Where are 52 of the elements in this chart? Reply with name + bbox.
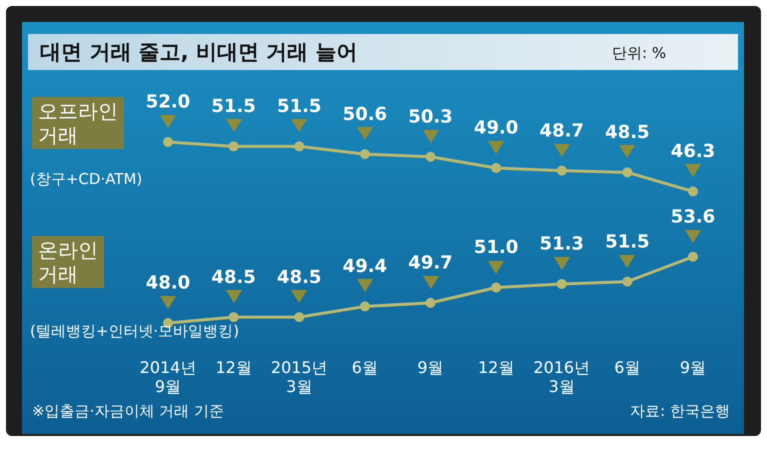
text: 자료: 한국은행 — [630, 402, 730, 421]
data-label: 51.0 — [474, 237, 518, 258]
x-tick-label: 6월 — [614, 358, 640, 377]
data-label: 48.7 — [540, 120, 584, 142]
x-tick-label: 2015년 3월 — [270, 358, 328, 396]
point — [622, 276, 632, 287]
point — [688, 252, 698, 262]
text: ※입출금·자금이체 거래 기준 — [32, 402, 224, 421]
data-label: 50.3 — [408, 106, 453, 128]
text: 온라인 거래 — [32, 236, 104, 288]
x-tick-label: 9월 — [680, 358, 706, 377]
data-label: 51.5 — [277, 96, 322, 118]
data-label: 51.5 — [211, 96, 256, 118]
text: 단위: % — [612, 44, 666, 63]
point — [294, 141, 304, 152]
chart-title: 대면 거래 줄고, 비대면 거래 늘어 — [40, 40, 358, 64]
point — [163, 137, 173, 147]
point — [360, 149, 370, 160]
point — [491, 163, 502, 173]
x-tick-label: 2014년 9월 — [140, 358, 196, 396]
annotation: (텔레뱅킹+인터넷·모바일뱅킹) — [30, 322, 240, 341]
data-label: 51.3 — [540, 234, 584, 255]
point — [228, 141, 239, 152]
data-label: 48.5 — [277, 266, 322, 288]
data-label: 46.3 — [670, 141, 716, 162]
text: 오프라인 거래 — [32, 97, 124, 149]
x-tick-label: 9월 — [417, 358, 444, 377]
point — [228, 312, 239, 322]
annotation: (창구+CD·ATM) — [30, 170, 142, 189]
x-tick-label: 12월 — [478, 358, 514, 377]
point — [688, 186, 698, 196]
point — [360, 301, 370, 312]
data-label: 49.7 — [408, 252, 453, 274]
data-label: 49.0 — [474, 118, 518, 139]
data-label: 48.0 — [146, 272, 190, 294]
point — [491, 282, 502, 292]
point — [622, 167, 632, 178]
point — [556, 166, 567, 176]
data-label: 51.5 — [605, 231, 650, 252]
data-label: 49.4 — [342, 256, 388, 278]
point — [426, 152, 436, 162]
data-label: 50.6 — [342, 104, 388, 125]
data-label: 48.5 — [211, 266, 256, 288]
data-label: 52.0 — [146, 92, 190, 113]
x-tick-label: 12월 — [215, 358, 252, 377]
data-label: 53.6 — [670, 206, 716, 228]
x-tick-label: 2016년 3월 — [533, 358, 590, 396]
point — [426, 298, 436, 308]
point — [556, 278, 567, 289]
x-tick-label: 6월 — [352, 358, 378, 377]
point — [294, 312, 304, 322]
data-label: 48.5 — [605, 122, 650, 144]
